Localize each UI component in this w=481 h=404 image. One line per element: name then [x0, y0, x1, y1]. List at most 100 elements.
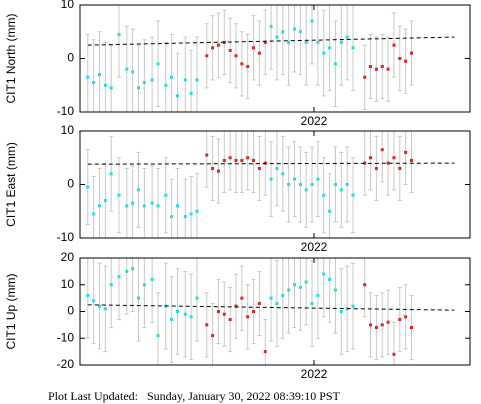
- point: [240, 158, 244, 162]
- point: [369, 156, 373, 160]
- point: [322, 193, 326, 197]
- point: [183, 312, 187, 316]
- point: [316, 293, 320, 297]
- point: [189, 212, 193, 216]
- point: [374, 67, 378, 71]
- point: [287, 288, 291, 292]
- point: [257, 166, 261, 170]
- point: [164, 83, 168, 87]
- point: [287, 183, 291, 186]
- y-tick-label: 0: [67, 177, 74, 191]
- point: [328, 277, 332, 281]
- point: [109, 86, 113, 90]
- point: [398, 166, 402, 170]
- point: [263, 161, 267, 165]
- point: [252, 310, 256, 313]
- point: [298, 183, 302, 186]
- point: [369, 65, 373, 69]
- point: [150, 277, 154, 281]
- point: [189, 315, 193, 319]
- point: [125, 67, 129, 71]
- point: [150, 78, 154, 82]
- point: [103, 83, 107, 87]
- point: [109, 172, 113, 176]
- point: [170, 318, 174, 322]
- trend-line: [87, 162, 455, 165]
- point: [345, 183, 349, 186]
- point: [269, 177, 273, 181]
- point: [263, 40, 267, 44]
- point: [86, 75, 90, 79]
- point: [374, 166, 378, 170]
- point: [380, 148, 384, 152]
- point: [216, 310, 220, 313]
- point: [234, 304, 238, 308]
- point: [275, 166, 279, 170]
- point: [328, 209, 332, 213]
- point: [176, 204, 179, 208]
- point: [234, 54, 238, 58]
- x-tick-label: 2022: [301, 367, 328, 381]
- point: [183, 215, 187, 219]
- point: [310, 19, 314, 23]
- y-tick-label: 10: [61, 123, 75, 137]
- point: [142, 283, 146, 287]
- point: [281, 293, 285, 297]
- point: [131, 201, 135, 205]
- point: [287, 40, 291, 44]
- point: [310, 183, 314, 186]
- point: [170, 215, 174, 219]
- point: [339, 40, 343, 44]
- point: [240, 62, 244, 66]
- y-axis-label: CIT1 Up (mm): [4, 274, 18, 350]
- y-tick-label: -10: [57, 330, 75, 344]
- point: [322, 272, 326, 276]
- trend-line: [87, 36, 455, 46]
- point: [257, 301, 261, 305]
- point: [117, 275, 121, 279]
- point: [351, 304, 355, 308]
- point: [392, 156, 396, 160]
- point: [137, 296, 140, 300]
- point: [92, 212, 96, 216]
- point: [117, 193, 121, 197]
- point: [293, 177, 296, 181]
- point: [125, 269, 129, 273]
- point: [205, 54, 209, 58]
- point: [363, 283, 367, 287]
- point: [240, 296, 244, 300]
- point: [176, 310, 179, 313]
- point: [345, 35, 349, 39]
- point: [103, 199, 107, 203]
- point: [150, 201, 154, 205]
- point: [109, 283, 113, 287]
- point: [195, 78, 199, 82]
- point: [351, 46, 355, 50]
- point: [246, 156, 250, 160]
- point: [263, 350, 267, 354]
- trend-line: [87, 304, 455, 311]
- point: [333, 288, 337, 292]
- point: [404, 59, 408, 63]
- point: [380, 65, 384, 69]
- point: [246, 65, 250, 69]
- point: [164, 193, 168, 197]
- point: [281, 172, 285, 176]
- point: [316, 40, 320, 44]
- point: [156, 62, 160, 66]
- point: [410, 158, 413, 162]
- y-axis-label: CIT1 East (mm): [4, 142, 18, 227]
- x-tick-label: 2022: [301, 240, 328, 254]
- footer: Plot Last Updated: Sunday, January 30, 2…: [48, 389, 341, 403]
- point: [304, 280, 308, 284]
- point: [304, 188, 308, 192]
- point: [404, 315, 408, 319]
- point: [293, 27, 296, 31]
- point: [257, 51, 261, 55]
- point: [339, 310, 343, 313]
- point: [298, 30, 302, 34]
- point: [293, 283, 296, 287]
- point: [195, 296, 199, 300]
- point: [98, 304, 101, 308]
- point: [398, 318, 402, 322]
